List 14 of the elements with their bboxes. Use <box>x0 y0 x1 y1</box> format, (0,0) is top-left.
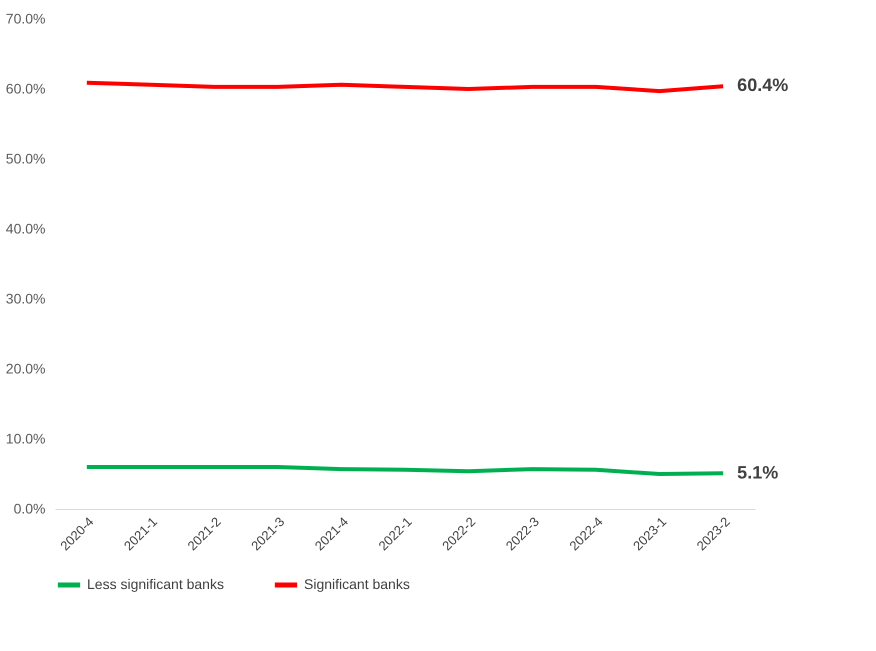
line-series <box>84 80 726 94</box>
y-tick-label: 60.0% <box>6 80 46 96</box>
y-tick-label: 30.0% <box>6 290 46 306</box>
line-series <box>84 465 726 476</box>
y-tick-label: 20.0% <box>6 360 46 376</box>
legend-label: Less significant banks <box>87 576 224 592</box>
y-tick-label: 10.0% <box>6 430 46 446</box>
data-label: 60.4% <box>737 75 788 96</box>
y-tick-label: 70.0% <box>6 10 46 26</box>
data-label: 5.1% <box>737 462 778 482</box>
y-tick-label: 0.0% <box>14 500 46 516</box>
y-tick-label: 40.0% <box>6 220 46 236</box>
y-tick-label: 50.0% <box>6 150 46 166</box>
legend-label: Significant banks <box>304 576 410 592</box>
